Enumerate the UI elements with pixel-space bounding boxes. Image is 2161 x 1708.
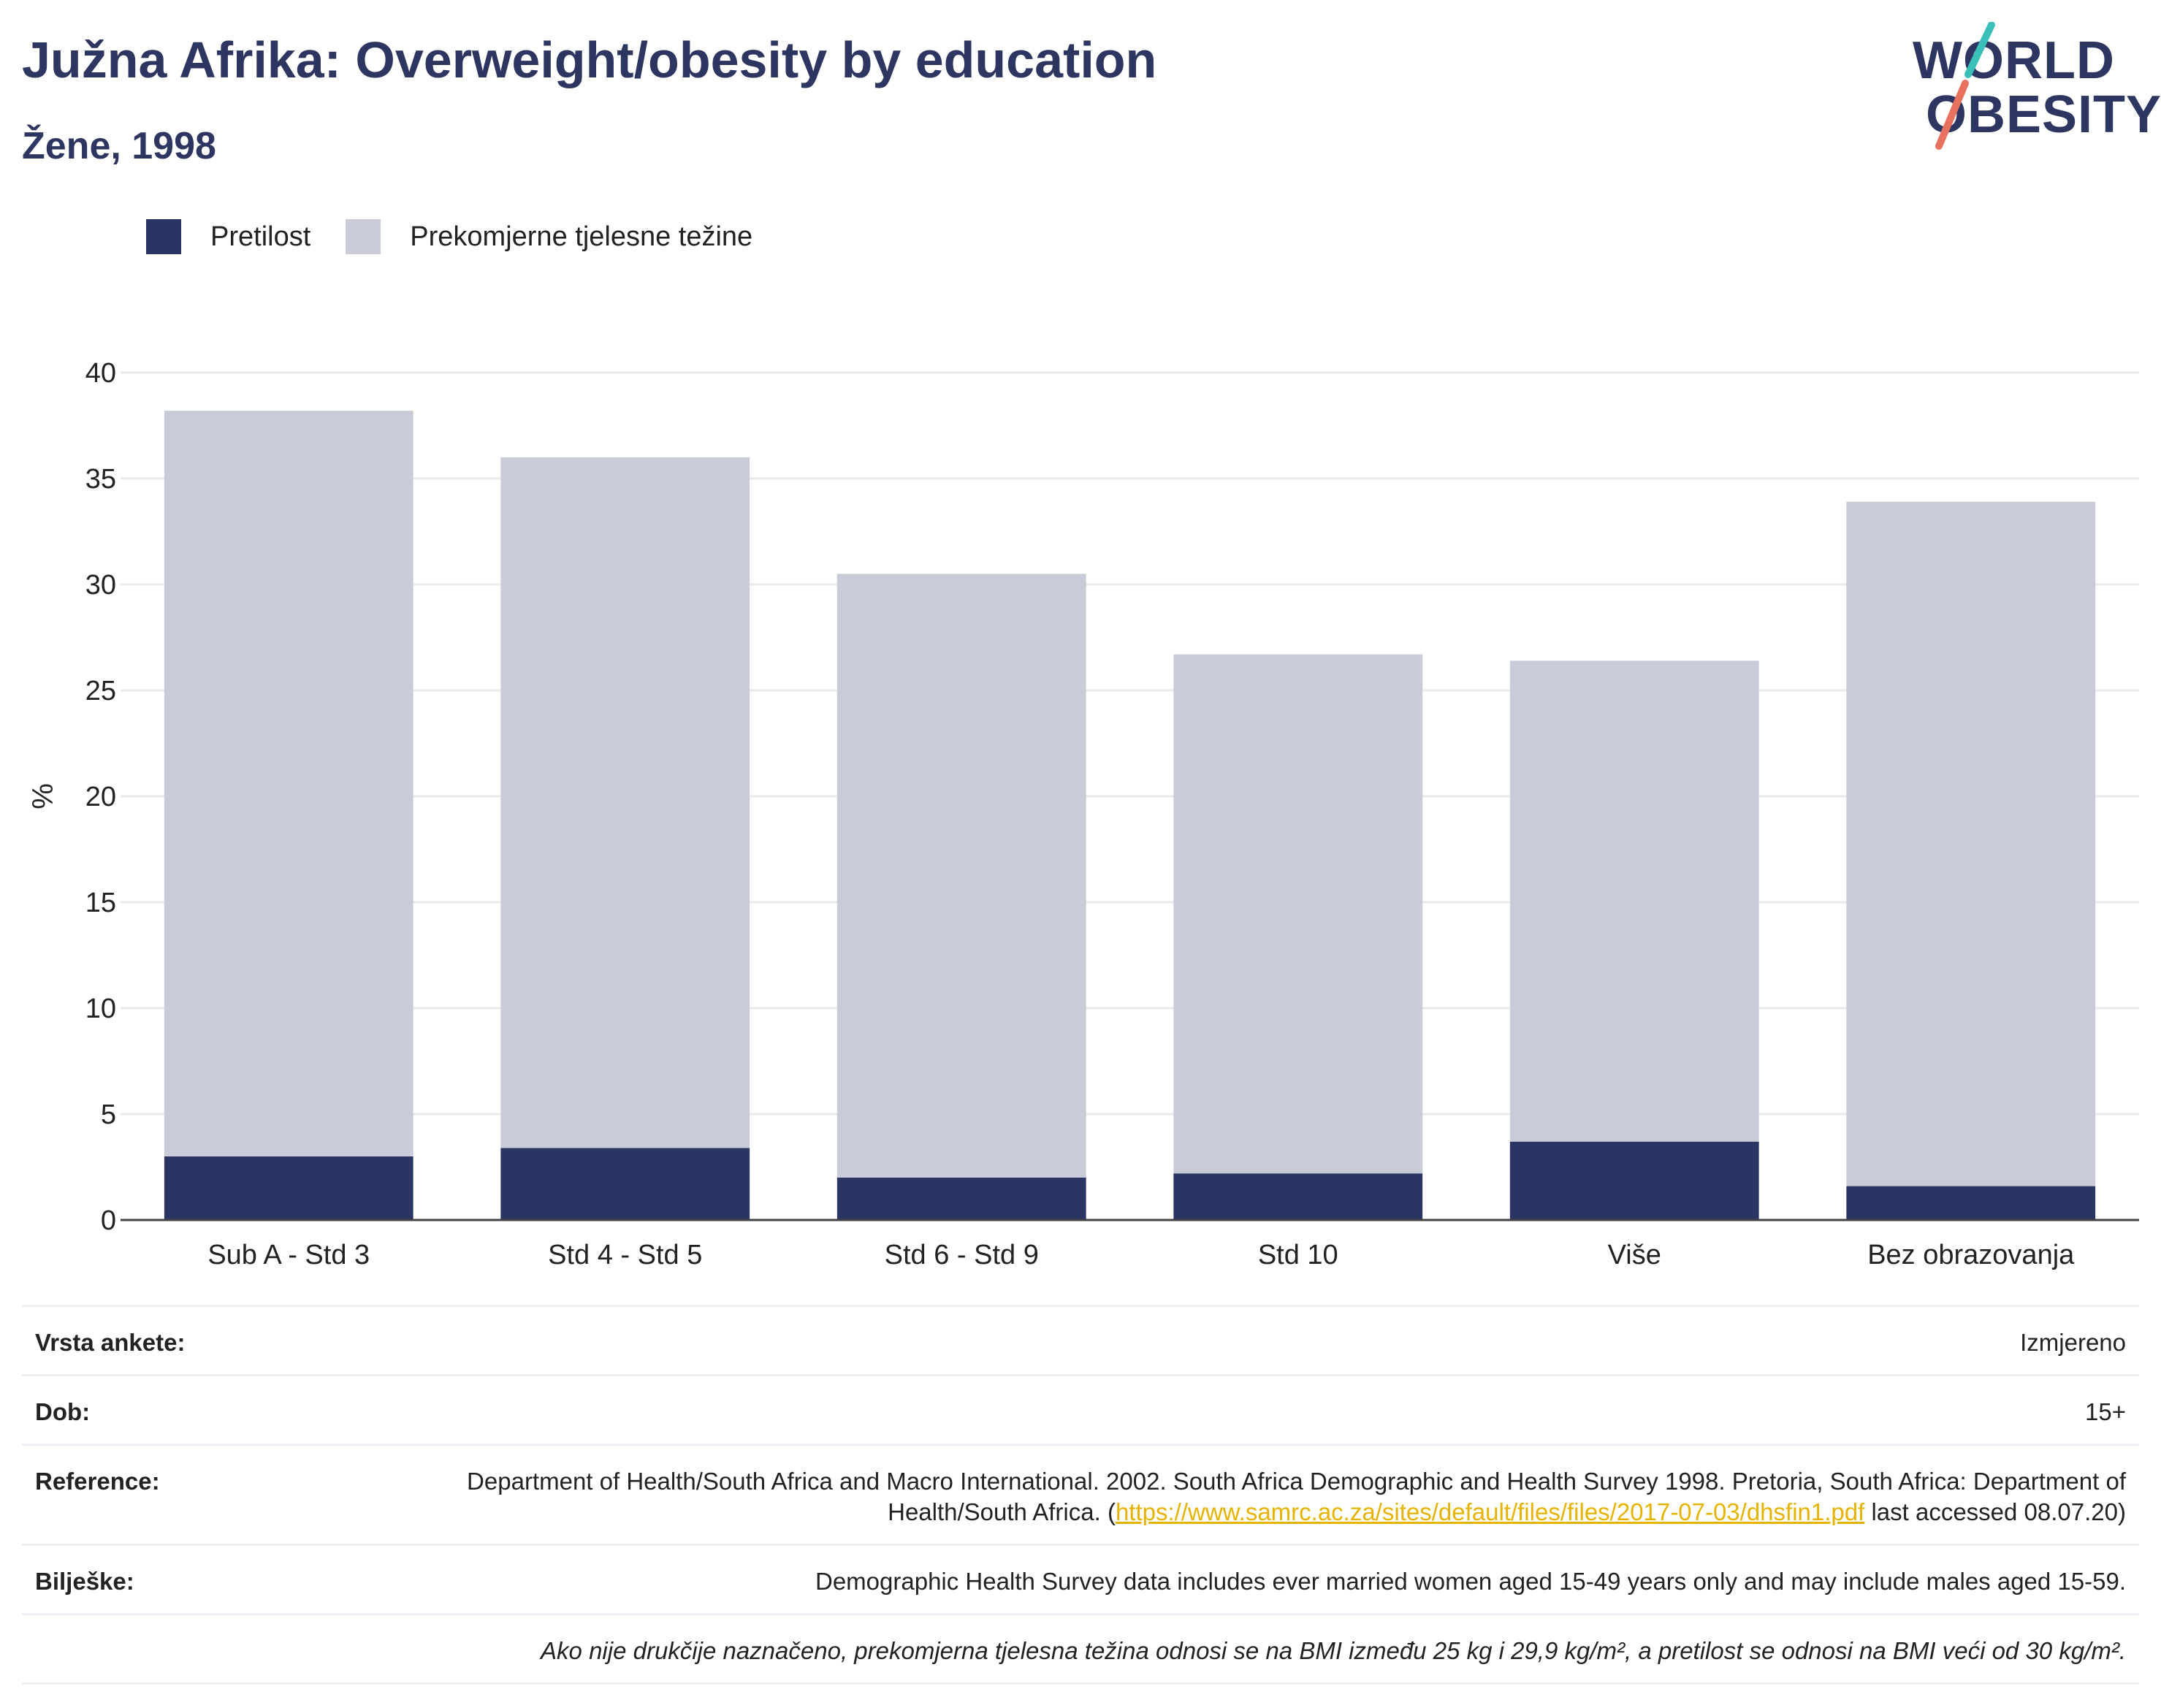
legend-swatch-overweight	[346, 219, 381, 254]
bar-overweight	[1846, 501, 2096, 1186]
y-tick-label: 25	[85, 676, 116, 706]
legend-label-obesity: Pretilost	[210, 221, 311, 252]
y-tick-label: 10	[85, 994, 116, 1024]
age-value: 15+	[2085, 1398, 2126, 1425]
logo-line-1: WORLD	[1913, 31, 2115, 90]
info-row-survey-type: Vrsta ankete: Izmjereno	[22, 1305, 2139, 1374]
x-tick-label: Std 4 - Std 5	[548, 1240, 702, 1270]
y-tick-label: 20	[85, 782, 116, 812]
reference-label: Reference:	[35, 1468, 160, 1495]
bar-obesity	[164, 1156, 413, 1220]
legend-item-overweight[interactable]: Prekomjerne tjelesne težine	[346, 219, 752, 254]
bar-obesity	[1509, 1141, 1759, 1220]
bar-overweight	[1509, 660, 1759, 1142]
reference-accessed: last accessed 08.07.20)	[1864, 1498, 2126, 1525]
world-obesity-logo: WORLD OBESITY	[1907, 22, 2161, 153]
age-label: Dob:	[35, 1398, 91, 1425]
notes-value: Demographic Health Survey data includes …	[815, 1568, 2126, 1595]
chart-title: Južna Afrika: Overweight/obesity by educ…	[22, 31, 1157, 88]
survey-type-value: Izmjereno	[2020, 1329, 2126, 1356]
x-tick-label: Više	[1608, 1240, 1661, 1270]
info-row-reference: Reference: Department of Health/South Af…	[22, 1444, 2139, 1544]
reference-text: Department of Health/South Africa and Ma…	[467, 1468, 2126, 1525]
info-row-notes: Bilješke: Demographic Health Survey data…	[22, 1544, 2139, 1613]
bar-overweight	[164, 411, 413, 1156]
chart-subtitle: Žene, 1998	[22, 125, 216, 167]
bar-obesity	[500, 1148, 750, 1220]
y-tick-label: 0	[101, 1205, 116, 1236]
bar-obesity	[1173, 1173, 1423, 1220]
info-table: Vrsta ankete: Izmjereno Dob: 15+ Referen…	[22, 1305, 2139, 1685]
y-axis-title: %	[27, 783, 59, 809]
stacked-bar-chart: 0 5 10 15 20 25 30 35 40% Sub A - Std 3 Std 4 - St…	[27, 358, 2139, 1270]
x-tick-label: Std 10	[1258, 1240, 1338, 1270]
bar-overweight	[500, 457, 750, 1148]
bar-obesity	[1846, 1186, 2096, 1220]
legend-label-overweight: Prekomjerne tjelesne težine	[410, 221, 753, 252]
y-tick-label: 30	[85, 570, 116, 601]
definition-note: Ako nije drukčije naznačeno, prekomjerna…	[541, 1637, 2126, 1664]
x-tick-label: Bez obrazovanja	[1867, 1240, 2075, 1270]
survey-type-label: Vrsta ankete:	[35, 1329, 186, 1356]
bar-overweight	[1173, 654, 1423, 1174]
bar-obesity	[836, 1178, 1086, 1220]
y-tick-label: 40	[85, 358, 116, 389]
legend-item-obesity[interactable]: Pretilost	[146, 219, 310, 254]
info-row-age: Dob: 15+	[22, 1374, 2139, 1444]
x-tick-label: Sub A - Std 3	[207, 1240, 370, 1270]
logo-line-2: OBESITY	[1926, 85, 2161, 144]
reference-link[interactable]: https://www.samrc.ac.za/sites/default/fi…	[1115, 1498, 1865, 1525]
x-tick-label: Std 6 - Std 9	[885, 1240, 1039, 1270]
reference-value: Department of Health/South Africa and Ma…	[387, 1466, 2126, 1528]
y-tick-label: 5	[101, 1099, 116, 1130]
notes-label: Bilješke:	[35, 1568, 134, 1595]
bar-overweight	[836, 573, 1086, 1178]
logo-slash-icon	[1935, 22, 1995, 150]
y-tick-label: 15	[85, 888, 116, 918]
legend-swatch-obesity	[146, 219, 181, 254]
info-row-definition: Ako nije drukčije naznačeno, prekomjerna…	[22, 1613, 2139, 1685]
chart-legend: Pretilost Prekomjerne tjelesne težine	[146, 218, 788, 256]
y-tick-label: 35	[85, 464, 116, 495]
